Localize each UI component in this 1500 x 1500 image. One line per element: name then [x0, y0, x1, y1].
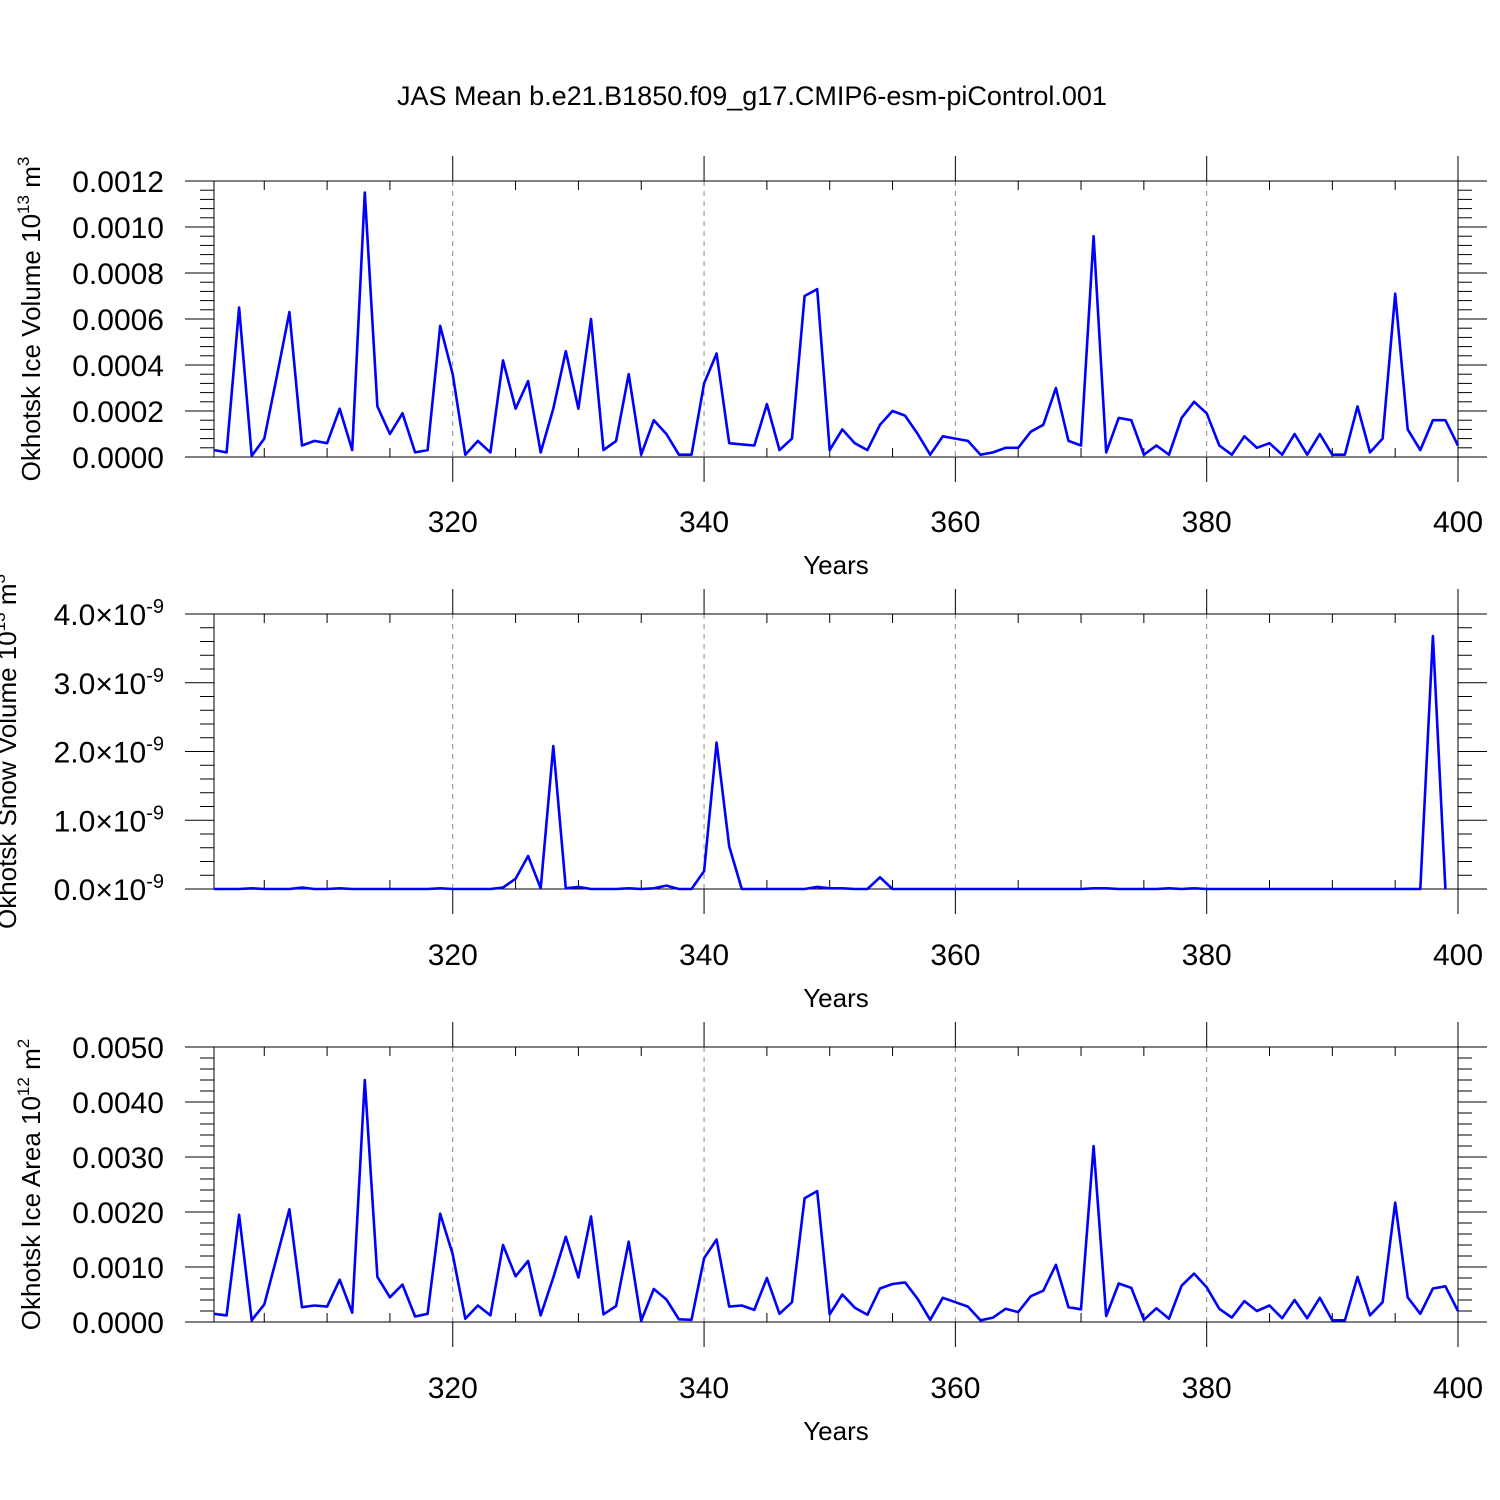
y-axis-label: Okhotsk Snow Volume 1013 m3 [0, 574, 22, 929]
x-tick-label: 400 [1433, 1372, 1483, 1405]
x-tick-label: 340 [679, 939, 729, 972]
y-axis-label: Okhotsk Ice Volume 1013 m3 [14, 157, 46, 482]
chart-panel-3: 320 340 360 380 400 0.0000 0.0010 0.0020 0.0030 0… [14, 1022, 1487, 1446]
chart-panel-2: 320 340 360 380 400 0.0×10-9 1.0×10-9 2.0×10-9 3… [0, 574, 1487, 1013]
y-tick-label: 0.0030 [72, 1142, 164, 1175]
x-tick-label: 340 [679, 1372, 729, 1405]
y-tick-label: 3.0×10-9 [54, 665, 164, 701]
x-tick-label: 320 [428, 506, 478, 539]
x-tick-label: 380 [1182, 939, 1232, 972]
y-tick-label: 0.0000 [72, 442, 164, 475]
panels: 320 340 360 380 400 0.0000 0.0002 0.0004 0.0006 0… [0, 156, 1487, 1446]
x-axis-label: Years [803, 983, 869, 1013]
y-tick-label: 0.0006 [72, 304, 164, 337]
series-line [213, 1078, 1460, 1323]
y-tick-label: 0.0040 [72, 1087, 164, 1120]
plot-frame [213, 1046, 1459, 1323]
y-tick-label: 4.0×10-9 [54, 596, 164, 632]
series-line [213, 191, 1460, 458]
y-tick-label: 0.0020 [72, 1197, 164, 1230]
plot-frame [213, 613, 1459, 890]
x-axis-label: Years [803, 550, 869, 580]
series-line [214, 634, 1447, 891]
y-tick-label: 1.0×10-9 [54, 802, 164, 838]
y-tick-label: 0.0050 [72, 1032, 164, 1065]
x-tick-label: 360 [930, 506, 980, 539]
x-tick-label: 320 [428, 1372, 478, 1405]
chart-panel-1: 320 340 360 380 400 0.0000 0.0002 0.0004 0.0006 0… [14, 156, 1487, 580]
y-tick-label: 0.0002 [72, 396, 164, 429]
x-tick-label: 400 [1433, 939, 1483, 972]
x-tick-label: 380 [1182, 506, 1232, 539]
y-tick-label: 0.0004 [72, 350, 164, 383]
y-tick-label: 0.0012 [72, 166, 164, 199]
y-tick-label: 0.0×10-9 [54, 871, 164, 907]
x-axis-label: Years [803, 1416, 869, 1446]
figure-title: JAS Mean b.e21.B1850.f09_g17.CMIP6-esm-p… [397, 81, 1107, 111]
x-tick-label: 400 [1433, 506, 1483, 539]
x-tick-label: 380 [1182, 1372, 1232, 1405]
y-tick-label: 2.0×10-9 [54, 734, 164, 770]
x-tick-label: 360 [930, 939, 980, 972]
x-tick-label: 360 [930, 1372, 980, 1405]
y-tick-label: 0.0000 [72, 1307, 164, 1340]
x-tick-label: 320 [428, 939, 478, 972]
y-tick-label: 0.0008 [72, 258, 164, 291]
y-tick-label: 0.0010 [72, 1252, 164, 1285]
y-axis-label: Okhotsk Ice Area 1012 m2 [14, 1039, 46, 1330]
y-tick-label: 0.0010 [72, 212, 164, 245]
x-tick-label: 340 [679, 506, 729, 539]
